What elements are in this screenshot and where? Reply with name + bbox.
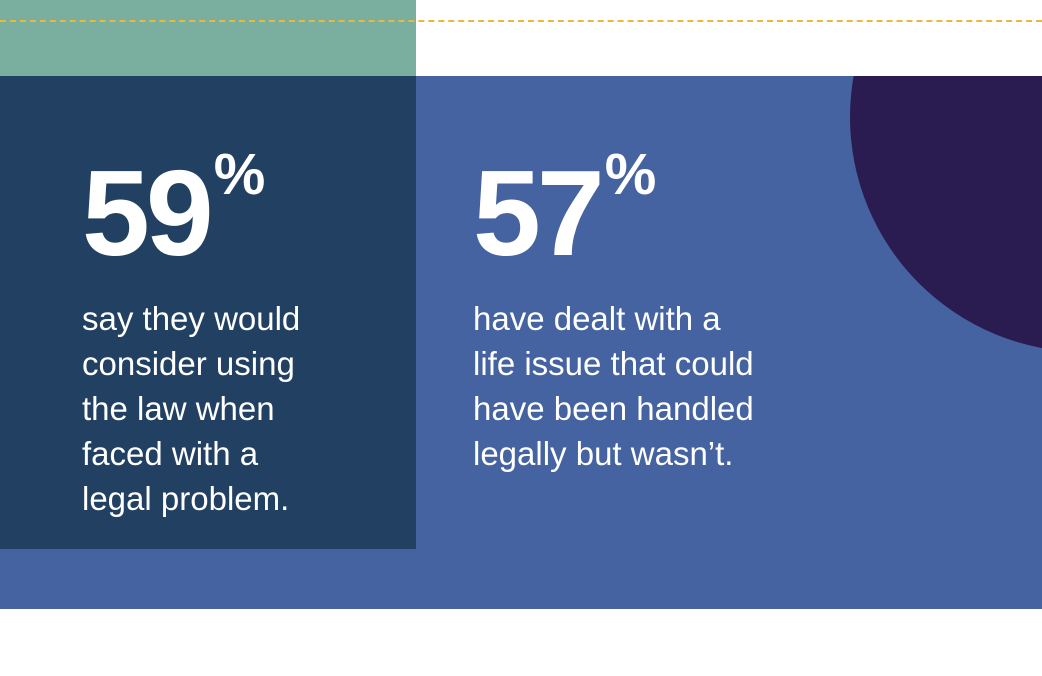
stat-percentage: 59%	[82, 145, 402, 281]
percent-sign: %	[213, 142, 266, 207]
stat-percentage: 57%	[473, 145, 833, 281]
stat-number-value: 57	[473, 145, 605, 281]
stat-block-life-issue: 57% have dealt with a life issue that co…	[473, 145, 833, 476]
dashed-divider-line	[0, 20, 1042, 22]
green-header-bar	[0, 0, 416, 76]
stat-number-value: 59	[82, 145, 214, 281]
navy-stat-panel	[0, 76, 416, 549]
percent-sign: %	[604, 142, 657, 207]
stat-description: have dealt with a life issue that could …	[473, 300, 754, 472]
stat-description: say they would consider using the law wh…	[82, 300, 301, 517]
stat-block-consider-law: 59% say they would consider using the la…	[82, 145, 402, 521]
